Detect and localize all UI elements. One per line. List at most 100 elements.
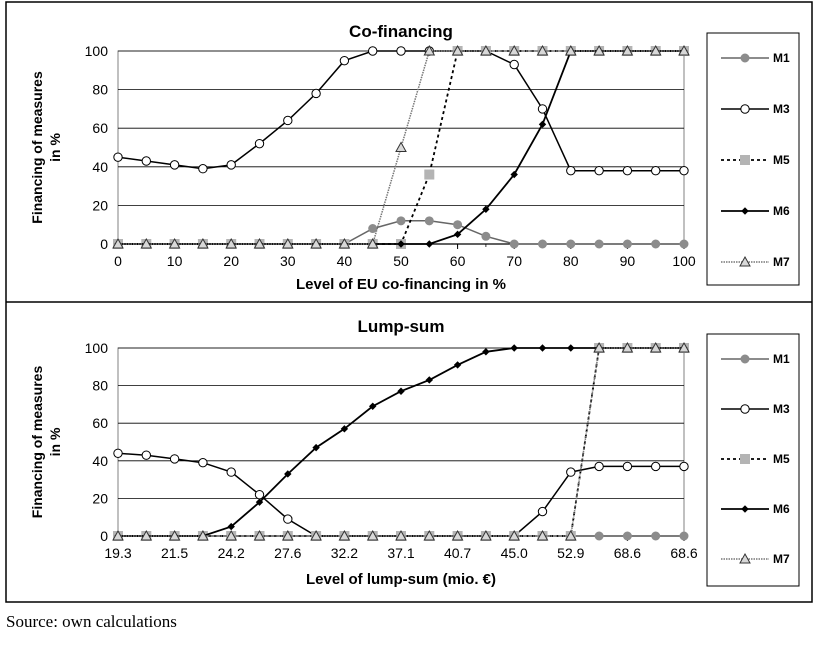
point-m6 <box>567 344 575 352</box>
point-m1 <box>622 531 632 541</box>
point-m6 <box>340 425 349 433</box>
y-tick-label: 100 <box>85 340 109 356</box>
x-tick-label: 32.2 <box>331 545 358 561</box>
y-axis-label: Financing of measures in % <box>29 71 63 224</box>
x-tick-label: 50 <box>393 253 409 269</box>
x-tick-label: 40 <box>337 253 353 269</box>
point-m7 <box>508 44 521 56</box>
point-m6 <box>368 402 377 410</box>
y-axis-label-line: Financing of measures <box>29 366 45 519</box>
chart-title: Lump-sum <box>358 317 445 336</box>
point-m7 <box>395 529 407 541</box>
point-m7 <box>197 237 209 249</box>
point-m3 <box>113 448 123 458</box>
legend-marker-m6 <box>741 505 749 513</box>
x-tick-label: 19.3 <box>104 545 131 561</box>
point-m3 <box>254 489 265 500</box>
point-m6 <box>538 344 547 352</box>
series-m3 <box>113 46 689 176</box>
point-m7 <box>140 529 153 541</box>
point-m7 <box>649 341 662 353</box>
series-m3 <box>113 448 689 541</box>
point-m7 <box>310 529 322 541</box>
point-m7 <box>112 529 124 541</box>
plot-area <box>117 347 685 537</box>
point-m3 <box>622 165 633 176</box>
point-m6 <box>510 170 518 179</box>
y-tick-label: 80 <box>92 82 108 98</box>
point-m1 <box>679 239 689 249</box>
x-tick-label: 68.6 <box>614 545 641 561</box>
point-m3 <box>283 514 293 524</box>
y-tick-label: 0 <box>100 528 108 544</box>
point-m7 <box>508 529 521 541</box>
point-m3 <box>226 160 236 170</box>
legend-marker-m1 <box>740 53 750 63</box>
point-m1 <box>509 239 519 249</box>
point-m6 <box>510 344 518 352</box>
point-m1 <box>538 239 547 249</box>
series-m5 <box>113 343 689 541</box>
point-m7 <box>621 44 634 56</box>
point-m3 <box>198 164 208 174</box>
point-m3 <box>113 152 123 162</box>
y-tick-label: 60 <box>92 120 108 136</box>
point-m5 <box>424 169 435 180</box>
figure: 0 20 40 60 80 100 0 10 20 30 40 50 60 70 80 90 100 Co-fin… <box>5 1 813 603</box>
point-m3 <box>283 115 293 126</box>
point-m7 <box>112 237 124 249</box>
y-tick-label: 20 <box>92 490 108 506</box>
point-m6 <box>453 230 462 239</box>
point-m7 <box>536 529 549 541</box>
y-tick-label: 40 <box>92 159 108 175</box>
chart-co-financing: 0 20 40 60 80 100 0 10 20 30 40 50 60 70 80 90 100 Co-fin… <box>29 22 800 293</box>
point-m3 <box>537 506 548 517</box>
x-tick-label: 24.2 <box>218 545 245 561</box>
point-m3 <box>566 467 576 477</box>
x-tick-label: 27.6 <box>274 545 301 561</box>
point-m6 <box>453 361 462 369</box>
x-tick-label: 90 <box>620 253 636 269</box>
point-m1 <box>622 239 632 249</box>
point-m7 <box>366 529 379 541</box>
point-m6 <box>425 240 434 248</box>
point-m1 <box>481 231 491 241</box>
point-m1 <box>396 216 406 226</box>
point-m6 <box>538 120 547 129</box>
x-axis-label: Level of lump-sum (mio. €) <box>306 571 496 588</box>
point-m7 <box>564 44 577 56</box>
point-m7 <box>395 141 407 152</box>
point-m3 <box>339 55 350 66</box>
point-m3 <box>226 467 236 477</box>
chart-title: Co-financing <box>349 22 453 41</box>
legend-marker-m5 <box>740 155 750 165</box>
legend-marker-m6 <box>741 207 749 215</box>
point-m7 <box>366 237 379 249</box>
legend-marker-m3 <box>740 404 750 414</box>
point-m3 <box>509 59 519 70</box>
x-tick-label: 45.0 <box>501 545 528 561</box>
point-m3 <box>651 461 661 472</box>
legend-marker-m1 <box>740 354 750 364</box>
point-m6 <box>397 240 405 248</box>
y-tick-label: 60 <box>92 415 108 431</box>
y-axis-label: Financing of measures in % <box>29 366 63 519</box>
point-m1 <box>424 216 434 226</box>
point-m3 <box>622 461 633 472</box>
legend-marker-m3 <box>740 104 750 114</box>
point-m7 <box>593 44 605 56</box>
point-m3 <box>679 165 689 176</box>
point-m3 <box>594 461 604 472</box>
point-m7 <box>225 237 238 249</box>
x-tick-label: 80 <box>563 253 579 269</box>
legend <box>706 333 800 587</box>
series-line-m7 <box>118 347 684 537</box>
series-line-m6 <box>118 347 684 537</box>
point-m1 <box>566 239 576 249</box>
point-m6 <box>284 470 292 478</box>
x-tick-label: 10 <box>167 253 183 269</box>
point-m7 <box>451 529 464 541</box>
point-m7 <box>423 44 436 56</box>
x-tick-label: 30 <box>280 253 296 269</box>
y-axis-label-line: Financing of measures <box>29 71 45 224</box>
